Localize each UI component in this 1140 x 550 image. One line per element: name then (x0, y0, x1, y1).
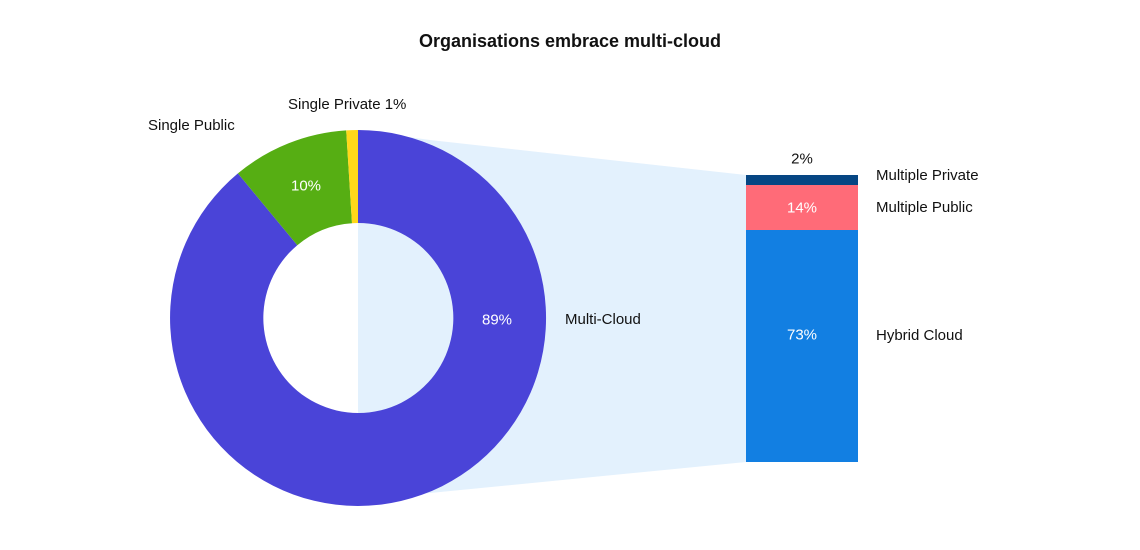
donut-slice-multi-cloud[interactable] (170, 129, 547, 506)
value-single-public: 10% (290, 177, 322, 195)
value-multiple-public: 14% (786, 199, 818, 217)
donut-slice-single-private[interactable] (346, 130, 358, 224)
bar-segment-multiple-public[interactable] (746, 185, 858, 230)
label-multiple-private: Multiple Private (876, 167, 979, 184)
bar-segment-hybrid-cloud[interactable] (746, 230, 858, 462)
label-multiple-public: Multiple Public (876, 199, 973, 216)
label-hybrid-cloud: Hybrid Cloud (876, 327, 963, 344)
value-hybrid-cloud: 73% (786, 326, 818, 344)
label-single-public: Single Public (148, 117, 235, 134)
bar-segment-multiple-private[interactable] (746, 175, 858, 185)
value-multiple-private: 2% (791, 150, 813, 168)
chart-title: Organisations embrace multi-cloud (418, 31, 722, 51)
value-multi-cloud: 89% (481, 311, 513, 329)
label-multi-cloud: Multi-Cloud (565, 311, 641, 328)
donut-slice-single-public[interactable] (237, 130, 352, 246)
label-single-private: Single Private 1% (288, 96, 407, 113)
